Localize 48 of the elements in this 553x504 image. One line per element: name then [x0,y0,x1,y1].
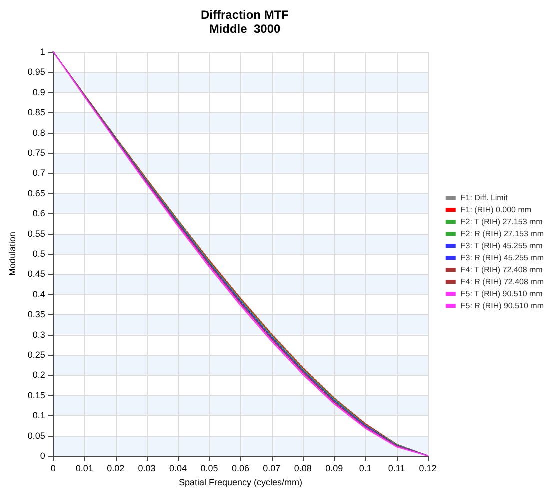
legend-label: F3: R (RIH) 45.255 mm [460,254,544,262]
y-tick-label: 0.95 [28,67,46,78]
x-tick-label: 0.11 [388,464,406,474]
x-tick-label: 0.05 [200,464,218,474]
y-tick-label: 1 [40,47,46,57]
y-tick-label: 0.85 [28,108,46,118]
y-tick-label: 0.2 [32,370,46,380]
x-tick-label: 0.1 [359,464,372,474]
x-axis-title: Spatial Frequency (cycles/mm) [178,478,302,488]
y-tick-label: 0.6 [32,208,46,219]
y-tick-label: 0.65 [28,188,46,198]
legend-label: F1: (RIH) 0.000 mm [460,206,532,214]
y-tick-label: 0.05 [28,430,46,441]
legend-label: F5: R (RIH) 90.510 mm [460,302,544,310]
y-tick-label: 0.7 [32,168,46,178]
y-tick-label: 0.45 [28,269,46,280]
legend-label: F1: Diff. Limit [460,194,509,202]
legend-label: F4: T (RIH) 72.408 mm [460,266,544,274]
x-tick-label: 0.07 [263,464,281,474]
y-tick-label: 0.15 [28,390,46,400]
y-tick-label: 0.4 [32,289,46,300]
x-tick-label: 0.04 [170,464,188,474]
x-tick-label: 0.09 [326,464,344,474]
legend-label: F2: T (RIH) 27.153 mm [460,218,544,226]
chart-title: Diffraction MTF [201,8,289,22]
y-tick-label: 0.75 [28,148,46,158]
chart-subtitle: Middle_3000 [209,22,282,36]
x-tick-label: 0.08 [294,464,312,474]
y-tick-label: 0.3 [32,330,46,340]
y-tick-label: 0.35 [28,310,46,320]
y-tick-label: 0.9 [32,87,46,98]
y-tick-label: 0.1 [32,410,46,421]
x-tick-label: 0.02 [107,464,125,474]
y-tick-label: 0.25 [28,350,46,360]
x-tick-label: 0.01 [76,464,94,474]
y-axis-title: Modulation [8,232,18,276]
y-tick-label: 0.8 [32,128,46,138]
y-tick-label: 0 [40,451,46,461]
x-tick-label: 0 [50,464,56,474]
y-tick-label: 0.55 [28,228,46,239]
x-tick-label: 0.12 [419,464,437,474]
y-tick-label: 0.5 [32,249,46,259]
legend-label: F2: R (RIH) 27.153 mm [460,230,544,238]
x-tick-label: 0.06 [232,464,250,474]
x-tick-label: 0.03 [138,464,156,474]
legend-label: F5: T (RIH) 90.510 mm [460,290,544,298]
legend-label: F3: T (RIH) 45.255 mm [460,242,544,250]
legend-label: F4: R (RIH) 72.408 mm [460,278,544,286]
